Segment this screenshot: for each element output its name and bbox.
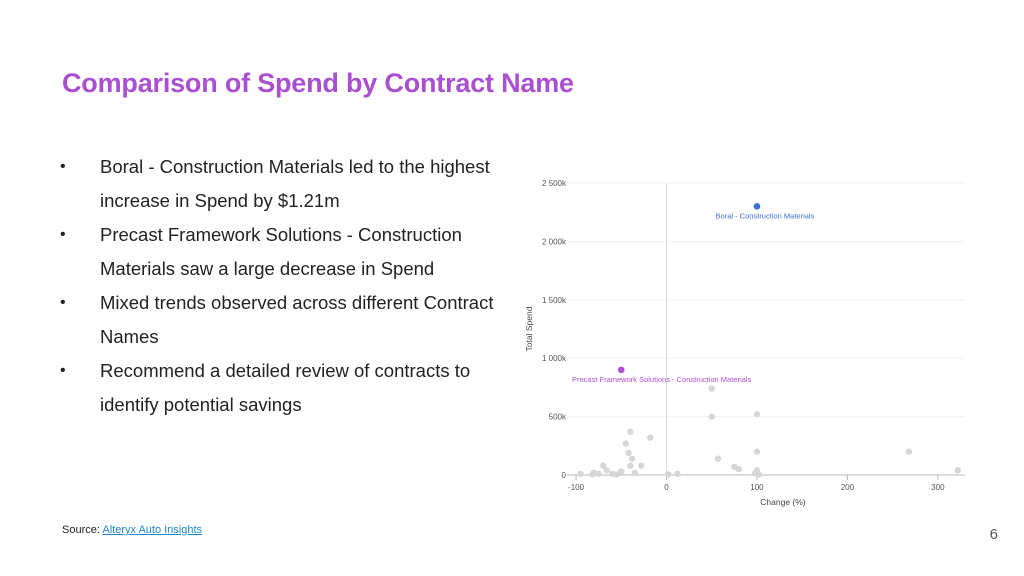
bullet-text: Mixed trends observed across different C… bbox=[100, 292, 494, 347]
scatter-point bbox=[627, 428, 634, 435]
highlight-point bbox=[753, 203, 761, 210]
y-tick-label: 1 000k bbox=[542, 354, 567, 363]
scatter-point bbox=[631, 469, 639, 476]
x-tick-label: 300 bbox=[931, 483, 945, 492]
bullet-text: Precast Framework Solutions - Constructi… bbox=[100, 224, 462, 279]
y-axis-title: Total Spend bbox=[524, 306, 534, 351]
bullet-item: • Recommend a detailed review of contract… bbox=[56, 354, 506, 422]
y-tick-label: 1 500k bbox=[542, 296, 567, 305]
bullet-item: • Precast Framework Solutions - Construct… bbox=[56, 218, 506, 286]
scatter-point bbox=[613, 471, 620, 478]
bullet-list: • Boral - Construction Materials led to t… bbox=[56, 150, 506, 422]
x-tick-label: 200 bbox=[841, 483, 855, 492]
scatter-point bbox=[577, 470, 584, 478]
scatter-point bbox=[755, 471, 762, 478]
y-tick-label: 2 000k bbox=[542, 237, 567, 246]
x-axis-title: Change (%) bbox=[760, 497, 806, 507]
y-tick-label: 500k bbox=[549, 413, 567, 422]
highlight-label: Precast Framework Solutions - Constructi… bbox=[572, 375, 751, 384]
scatter-point bbox=[618, 468, 625, 475]
scatter-point bbox=[735, 465, 743, 473]
bullet-item: • Mixed trends observed across different … bbox=[56, 286, 506, 354]
bullet-marker: • bbox=[60, 294, 66, 311]
scatter-chart: 0 500k 1 000k 1 500k 2 000k 2 500k -100 0 100 200… bbox=[520, 170, 980, 515]
scatter-point bbox=[603, 467, 610, 474]
scatter-point bbox=[647, 434, 654, 441]
highlight-label: Boral - Construction Materials bbox=[716, 211, 815, 220]
source-link[interactable]: Alteryx Auto Insights bbox=[102, 524, 203, 536]
source-label: Source: bbox=[62, 524, 100, 536]
scatter-point bbox=[628, 455, 636, 462]
y-tick-label: 0 bbox=[562, 471, 567, 480]
bullet-text: Boral - Construction Materials led to th… bbox=[100, 156, 490, 211]
scatter-point bbox=[905, 448, 913, 455]
scatter-point bbox=[954, 467, 961, 474]
scatter-point bbox=[637, 462, 645, 469]
scatter-point bbox=[622, 440, 629, 447]
scatter-point bbox=[599, 462, 607, 469]
source-note: Source: Alteryx Auto Insights bbox=[62, 524, 202, 536]
bullet-text: Recommend a detailed review of contracts… bbox=[100, 360, 471, 415]
scatter-point bbox=[595, 470, 602, 478]
scatter-point bbox=[674, 470, 681, 478]
x-tick-label: 100 bbox=[750, 483, 764, 492]
bullet-marker: • bbox=[60, 362, 66, 379]
scatter-point bbox=[708, 385, 715, 392]
scatter-point bbox=[625, 449, 632, 457]
bullet-marker: • bbox=[60, 158, 66, 175]
y-tick-label: 2 500k bbox=[542, 179, 567, 188]
scatter-point bbox=[665, 471, 672, 478]
bullet-item: • Boral - Construction Materials led to t… bbox=[56, 150, 506, 218]
highlight-point bbox=[617, 366, 625, 374]
scatter-point bbox=[753, 411, 761, 418]
x-tick-label: -100 bbox=[568, 483, 585, 492]
scatter-point bbox=[714, 455, 722, 462]
scatter-point bbox=[708, 413, 715, 420]
bullet-marker: • bbox=[60, 226, 66, 243]
x-tick-label: 0 bbox=[664, 483, 669, 492]
scatter-point bbox=[753, 448, 761, 455]
scatter-point bbox=[627, 462, 634, 469]
page-number: 6 bbox=[989, 526, 998, 543]
slide-title: Comparison of Spend by Contract Name bbox=[62, 68, 574, 98]
